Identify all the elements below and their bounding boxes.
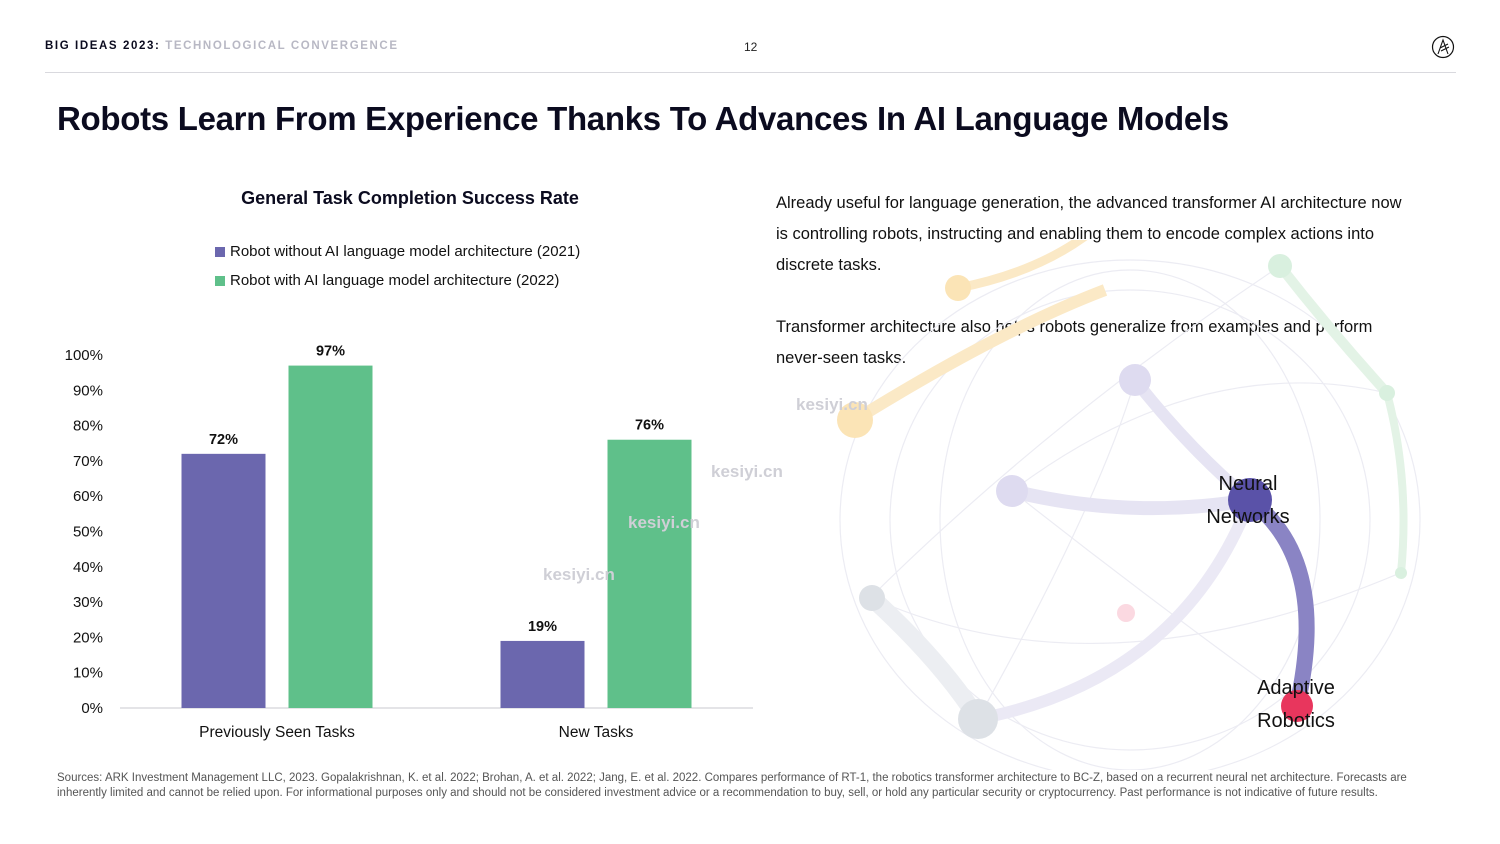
legend-label-2022: Robot with AI language model architectur…	[230, 272, 560, 289]
y-tick-label: 80%	[73, 418, 103, 435]
neural-robotics-link	[1242, 492, 1315, 714]
adaptive-robotics-node	[1281, 690, 1313, 722]
x-category-label: Previously Seen Tasks	[199, 724, 355, 741]
neural-label-line-2: Networks	[1206, 506, 1290, 528]
network-node-pink	[1117, 604, 1135, 622]
x-category-label: New Tasks	[559, 724, 634, 741]
y-tick-label: 20%	[73, 629, 103, 646]
neural-label-line-1: Neural	[1218, 473, 1278, 495]
page-title: Robots Learn From Experience Thanks To A…	[57, 100, 1229, 137]
legend-item-2021: Robot without AI language model architec…	[215, 237, 580, 266]
chart-title: General Task Completion Success Rate	[241, 188, 579, 208]
network-node-gold-2	[945, 275, 971, 301]
legend-item-2022: Robot with AI language model architectur…	[215, 266, 580, 295]
legend-label-2021: Robot without AI language model architec…	[230, 243, 581, 260]
network-node-lilac-2	[996, 475, 1028, 507]
network-node-grey	[859, 585, 885, 611]
network-node-green-3	[1395, 567, 1407, 579]
bar-value-label: 19%	[528, 619, 557, 635]
body-paragraph-2: Transformer architecture also helps robo…	[776, 318, 1373, 367]
y-tick-label: 10%	[73, 665, 103, 682]
network-lilac-link	[1010, 484, 1252, 516]
bar-value-label: 97%	[316, 344, 345, 360]
bar-2022-1	[607, 439, 692, 708]
sources-footnote: Sources: ARK Investment Management LLC, …	[57, 772, 1407, 799]
convergence-network-illustration	[837, 240, 1421, 770]
robotics-label-line-1: Adaptive	[1257, 677, 1335, 699]
ark-logo-icon	[1431, 35, 1455, 59]
header-separator: :	[154, 40, 161, 52]
y-tick-label: 50%	[73, 524, 103, 541]
network-node-gold	[837, 402, 873, 438]
y-tick-label: 40%	[73, 559, 103, 576]
bar-2021-1	[500, 640, 585, 708]
y-tick-label: 30%	[73, 594, 103, 611]
bar-2021-0	[181, 453, 266, 708]
adaptive-robotics-label: Adaptive Robotics	[1236, 672, 1356, 738]
header-subtitle: TECHNOLOGICAL CONVERGENCE	[165, 40, 399, 52]
neural-networks-label: Neural Networks	[1188, 468, 1308, 534]
chart-legend: Robot without AI language model architec…	[215, 237, 580, 295]
bar-chart: 0% 10% 20% 30% 40% 50% 60% 70% 80% 90% 100% 72% 97% P…	[65, 344, 753, 741]
legend-swatch-2021	[215, 246, 225, 257]
bar-2022-0	[288, 365, 373, 708]
bar-value-label: 72%	[209, 432, 238, 448]
network-node-green-2	[1379, 385, 1395, 401]
network-gold-link	[851, 284, 1108, 426]
y-tick-label: 90%	[73, 382, 103, 399]
y-tick-label: 70%	[73, 453, 103, 470]
y-tick-label: 100%	[65, 347, 103, 364]
series-name: BIG IDEAS 2023	[45, 40, 155, 52]
header-series-title: BIG IDEAS 2023: TECHNOLOGICAL CONVERGENC…	[45, 40, 399, 52]
network-node-grey-2	[958, 699, 998, 739]
body-text: Already useful for language generation, …	[776, 188, 1416, 405]
bar-value-label: 76%	[635, 418, 664, 434]
page-number: 12	[744, 40, 758, 54]
y-tick-label: 0%	[81, 700, 103, 717]
network-lilac-link-3	[976, 497, 1256, 725]
network-green-link-2	[1383, 391, 1408, 574]
network-green-link	[1276, 262, 1391, 397]
body-paragraph-1: Already useful for language generation, …	[776, 194, 1402, 274]
network-grey-link	[865, 591, 986, 724]
robotics-label-line-2: Robotics	[1257, 710, 1335, 732]
network-node-green	[1268, 254, 1292, 278]
network-gold-link-2	[957, 240, 1088, 293]
network-node-lilac	[1119, 364, 1151, 396]
legend-swatch-2022	[215, 275, 225, 286]
neural-networks-node	[1228, 478, 1272, 522]
header-divider	[45, 72, 1456, 73]
network-faint-links	[839, 259, 1421, 770]
y-tick-label: 60%	[73, 488, 103, 505]
